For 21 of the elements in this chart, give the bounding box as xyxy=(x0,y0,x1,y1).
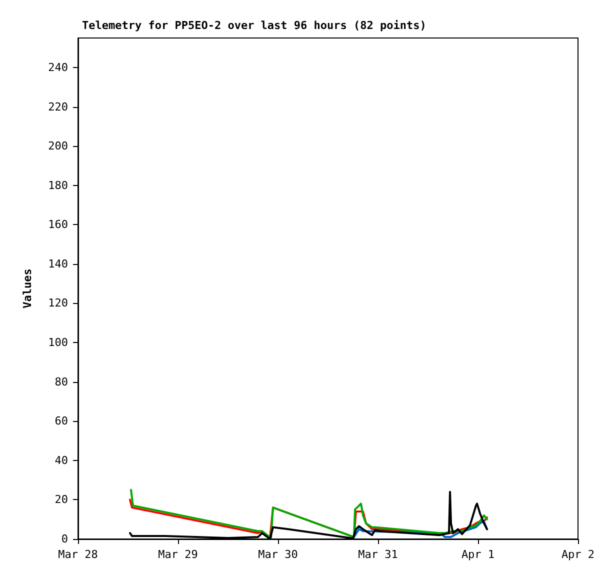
y-tick-label: 220 xyxy=(48,100,68,114)
x-tick-label: Apr 2 xyxy=(561,548,595,561)
x-tick-label: Mar 30 xyxy=(258,548,298,561)
x-tick-label: Apr 1 xyxy=(461,548,495,561)
y-tick-label: 160 xyxy=(48,218,68,232)
x-tick-label: Mar 28 xyxy=(58,548,98,561)
y-tick-label: 120 xyxy=(48,296,68,310)
y-tick-label: 200 xyxy=(48,140,68,153)
y-axis-title: Values xyxy=(21,268,34,308)
y-tick-label: 60 xyxy=(54,414,68,428)
y-tick-label: 240 xyxy=(48,60,68,74)
y-tick-label: 40 xyxy=(54,454,68,467)
chart-title: Telemetry for PP5EO-2 over last 96 hours (82 points) xyxy=(82,19,426,32)
y-tick-label: 180 xyxy=(48,178,68,192)
y-tick-label: 80 xyxy=(54,375,68,388)
y-tick-label: 0 xyxy=(61,532,68,546)
x-tick-label: Mar 29 xyxy=(158,548,198,561)
x-tick-label: Mar 31 xyxy=(358,548,398,561)
y-tick-label: 100 xyxy=(48,336,68,350)
y-tick-label: 20 xyxy=(54,493,68,506)
y-tick-label: 140 xyxy=(48,257,68,270)
